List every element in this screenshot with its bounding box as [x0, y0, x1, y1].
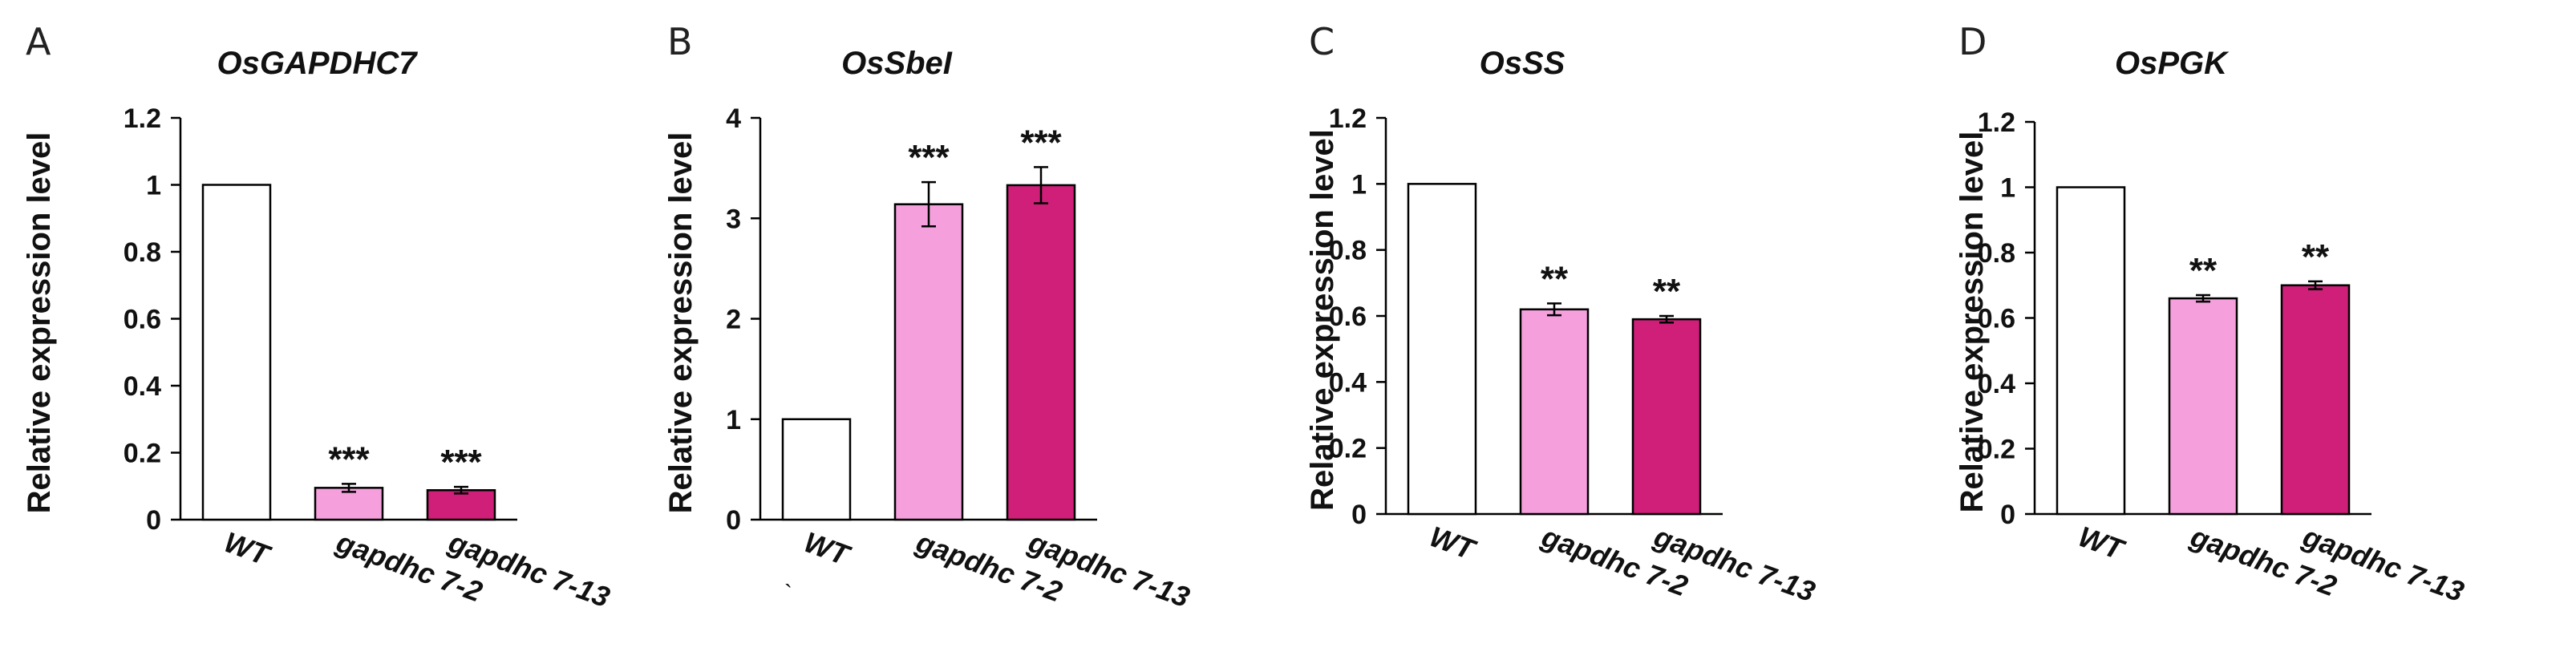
panel-letter: C [1309, 20, 1335, 63]
bar-gapdhc-7-2 [893, 203, 964, 521]
bar-gapdhc-7-13 [2280, 284, 2351, 516]
y-tick-label: 1 [146, 171, 161, 201]
y-tick-label: 0.2 [1329, 434, 1367, 464]
y-tick-label: 0.4 [124, 371, 161, 402]
y-tick-label: 0.4 [1978, 369, 2015, 399]
chart-panel-d: D OsPGK Relative expression level 0 0.2 0.4 0.… [1954, 20, 2469, 608]
bar-gapdhc-7-13 [1006, 184, 1076, 521]
y-tick-label: 0.8 [124, 237, 161, 268]
y-tick-label: 1 [726, 405, 741, 435]
chart-title: OsSbeI [841, 46, 953, 81]
y-tick-label: 0.6 [1978, 304, 2015, 334]
bar-gapdhc-7-2 [1519, 308, 1590, 516]
y-tick-label: 3 [726, 204, 741, 234]
panel-letter: D [1958, 20, 1987, 63]
y-tick-label: 0 [1351, 500, 1367, 530]
y-axis-label: Relative expression level [1305, 129, 1340, 511]
significance-label: *** [440, 443, 482, 482]
y-tick-label: 0 [2000, 500, 2015, 530]
y-tick-label: 0 [726, 505, 741, 536]
x-tick-label: WT [2074, 520, 2129, 567]
y-tick-label: 0.4 [1329, 367, 1367, 398]
stray-mark: ` [784, 581, 792, 607]
y-tick-label: 4 [726, 103, 741, 134]
significance-label: ** [1541, 259, 1569, 298]
x-tick-label: WT [1425, 520, 1480, 567]
y-tick-label: 0 [146, 505, 161, 536]
significance-label: *** [908, 138, 950, 177]
y-tick-label: 0.8 [1329, 236, 1367, 266]
y-tick-label: 1 [1351, 169, 1367, 200]
chart-panel-a: A OsGAPDHC7 Relative expression level 0 0.2 0… [22, 20, 614, 613]
y-axis-label: Relative expression level [22, 132, 57, 514]
y-tick-label: 1.2 [124, 103, 161, 134]
bar-gapdhc-7-2 [2168, 297, 2238, 516]
bar-wt [2056, 186, 2126, 516]
significance-label: ** [2189, 251, 2218, 290]
significance-label: *** [1020, 123, 1062, 162]
y-tick-label: 0.6 [124, 305, 161, 335]
x-tick-label: WT [220, 525, 275, 573]
bar-wt [781, 418, 852, 521]
significance-label: ** [1653, 272, 1681, 311]
y-tick-label: 1.2 [1329, 103, 1367, 134]
chart-panel-b: B OsSbeI Relative expression level 0 1 2 3 4 WT *… [663, 20, 1194, 613]
y-tick-label: 0.8 [1978, 238, 2015, 269]
y-tick-label: 1.2 [1978, 107, 2015, 138]
y-tick-label: 2 [726, 305, 741, 335]
significance-label: ** [2302, 237, 2330, 277]
x-tick-label: WT [800, 525, 855, 573]
bar-gapdhc-7-13 [1631, 318, 1702, 516]
y-tick-label: 0.2 [1978, 435, 2015, 465]
panel-letter: A [26, 20, 51, 63]
chart-panel-c: C OsSS Relative expression level 0 0.2 0.4 0.6… [1305, 20, 1820, 608]
chart-title: OsPGK [2115, 46, 2230, 81]
significance-label: *** [328, 439, 370, 479]
bar-gapdhc-7-13 [426, 489, 496, 521]
panel-letter: B [667, 20, 693, 63]
bar-wt [1407, 183, 1477, 516]
y-axis-label: Relative expression level [663, 132, 699, 514]
y-axis-label: Relative expression level [1954, 132, 1990, 513]
y-tick-label: 0.2 [124, 439, 161, 469]
y-tick-label: 1 [2000, 173, 2015, 204]
bar-wt [201, 184, 272, 521]
chart-title: OsGAPDHC7 [217, 46, 419, 81]
chart-title: OsSS [1480, 46, 1565, 81]
y-tick-label: 0.6 [1329, 302, 1367, 332]
